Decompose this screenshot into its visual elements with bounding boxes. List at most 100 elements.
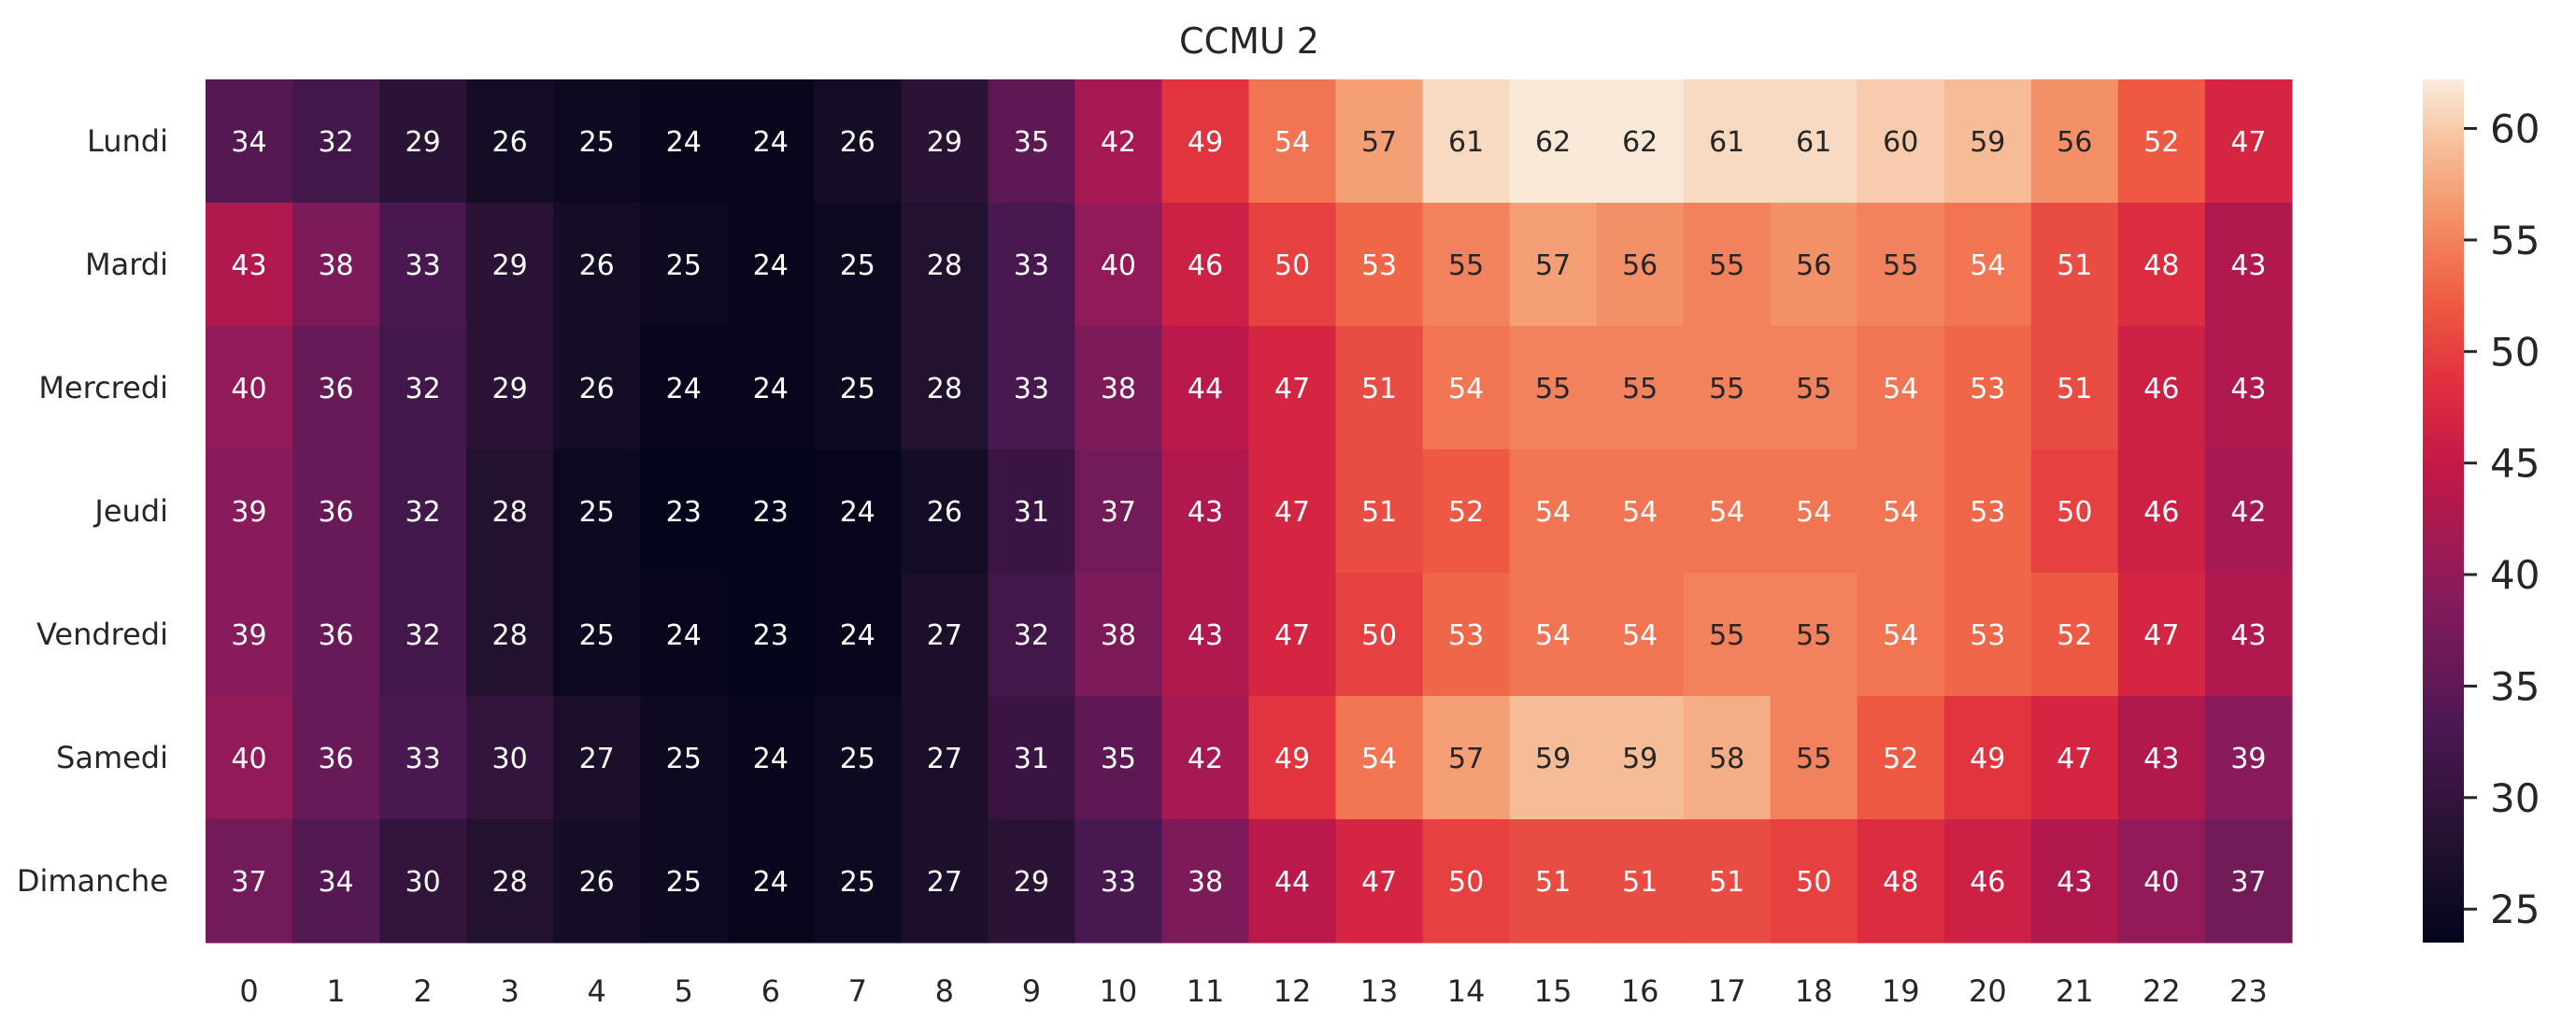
cell-value-label: 56 <box>1796 249 1831 282</box>
cell-value-label: 52 <box>2143 126 2179 159</box>
cell-value-label: 55 <box>1796 743 1831 775</box>
colorbar-tick-label: 60 <box>2490 106 2540 152</box>
column-label: 10 <box>1100 973 1138 1009</box>
cell-value-label: 47 <box>2230 126 2266 159</box>
cell-value-label: 25 <box>840 743 875 775</box>
cell-value-label: 33 <box>406 249 441 282</box>
heatmap-cell <box>553 819 641 944</box>
heatmap-cell <box>1509 819 1598 944</box>
heatmap-cell <box>206 573 293 697</box>
cell-value-label: 55 <box>1709 373 1744 405</box>
cell-value-label: 58 <box>1709 743 1744 775</box>
heatmap-cell <box>1248 203 1337 327</box>
colorbar-tick-label: 55 <box>2490 218 2540 263</box>
column-label: 14 <box>1447 973 1486 1009</box>
heatmap-cell <box>2030 79 2119 204</box>
heatmap-cell <box>1161 696 1250 820</box>
cell-value-label: 52 <box>1448 496 1484 529</box>
cell-value-label: 54 <box>1274 126 1310 159</box>
heatmap-cell <box>1683 573 1772 697</box>
cell-value-label: 26 <box>492 126 528 159</box>
cell-value-label: 40 <box>231 373 266 405</box>
heatmap-cell <box>379 449 467 574</box>
cell-value-label: 38 <box>318 249 353 282</box>
cell-value-label: 23 <box>753 496 789 529</box>
heatmap-cell <box>1075 203 1163 327</box>
heatmap-cell <box>1509 79 1598 204</box>
heatmap-cell <box>466 696 554 820</box>
column-label: 1 <box>326 973 345 1009</box>
heatmap-cell <box>814 573 902 697</box>
heatmap-cell <box>1422 819 1511 944</box>
heatmap-cell <box>988 326 1075 450</box>
cell-value-label: 51 <box>2057 373 2092 405</box>
cell-value-label: 42 <box>1188 743 1223 775</box>
cell-value-label: 31 <box>1014 743 1049 775</box>
cell-value-label: 38 <box>1101 619 1136 652</box>
cell-value-label: 24 <box>753 249 789 282</box>
row-labels: Lundi Mardi Mercredi Jeudi Vendredi Samedi Dim… <box>17 123 168 899</box>
cell-value-label: 51 <box>1535 866 1571 899</box>
heatmap-cell <box>988 203 1075 327</box>
heatmap-cell <box>814 696 902 820</box>
cell-value-label: 53 <box>1970 619 2005 652</box>
heatmap-cell <box>292 819 380 944</box>
cell-value-label: 37 <box>231 866 266 899</box>
heatmap-cell <box>292 203 380 327</box>
heatmap-cell <box>466 79 554 204</box>
heatmap-cell <box>1248 326 1337 450</box>
heatmap-cell <box>1683 696 1772 820</box>
heatmap-cell <box>1075 819 1163 944</box>
cell-value-label: 53 <box>1361 249 1397 282</box>
cell-value-label: 49 <box>1970 743 2005 775</box>
colorbar-tick-label: 35 <box>2490 663 2540 709</box>
row-label: Mardi <box>85 247 168 282</box>
cell-value-label: 55 <box>1796 373 1831 405</box>
cell-value-label: 40 <box>231 743 266 775</box>
heatmap-cell <box>2204 449 2293 574</box>
cell-value-label: 23 <box>753 619 789 652</box>
cell-value-label: 26 <box>927 496 962 529</box>
heatmap-cell <box>1075 449 1163 574</box>
heatmap-cell <box>1075 79 1163 204</box>
heatmap-cell <box>988 819 1075 944</box>
cell-value-label: 39 <box>231 496 266 529</box>
cell-value-label: 32 <box>406 496 441 529</box>
heatmap-cell <box>814 203 902 327</box>
heatmap-cell <box>2117 573 2206 697</box>
cell-value-label: 47 <box>2057 743 2092 775</box>
column-label: 11 <box>1187 973 1225 1009</box>
heatmap-cell <box>727 696 815 820</box>
heatmap-cell <box>2204 79 2293 204</box>
heatmap-cell <box>1248 696 1337 820</box>
cell-value-label: 23 <box>666 496 702 529</box>
heatmap-cell <box>640 819 728 944</box>
heatmap-cell <box>1335 326 1424 450</box>
cell-value-label: 47 <box>1274 619 1310 652</box>
heatmap-cell <box>640 79 728 204</box>
heatmap-cell <box>1248 573 1337 697</box>
heatmap-cell <box>1857 326 1945 450</box>
heatmap-cell <box>2030 696 2119 820</box>
heatmap-cell <box>1422 449 1511 574</box>
row-label: Dimanche <box>17 863 168 899</box>
heatmap-cell <box>640 203 728 327</box>
cell-value-label: 47 <box>2143 619 2179 652</box>
heatmap-cell <box>1857 696 1945 820</box>
heatmap-cell <box>2204 573 2293 697</box>
heatmap-cell <box>1943 696 2032 820</box>
cell-value-label: 25 <box>579 619 615 652</box>
column-label: 0 <box>239 973 258 1009</box>
heatmap-cell <box>1422 326 1511 450</box>
cell-value-label: 29 <box>406 126 441 159</box>
heatmap-cell <box>2117 79 2206 204</box>
heatmap-cell <box>1857 819 1945 944</box>
heatmap-cell <box>1770 819 1858 944</box>
cell-value-label: 54 <box>1622 619 1658 652</box>
cell-value-label: 26 <box>579 373 615 405</box>
cell-value-label: 24 <box>666 373 702 405</box>
heatmap-cell <box>901 79 989 204</box>
cell-value-label: 55 <box>1796 619 1831 652</box>
heatmap-cell <box>2204 203 2293 327</box>
cell-value-label: 54 <box>1448 373 1484 405</box>
